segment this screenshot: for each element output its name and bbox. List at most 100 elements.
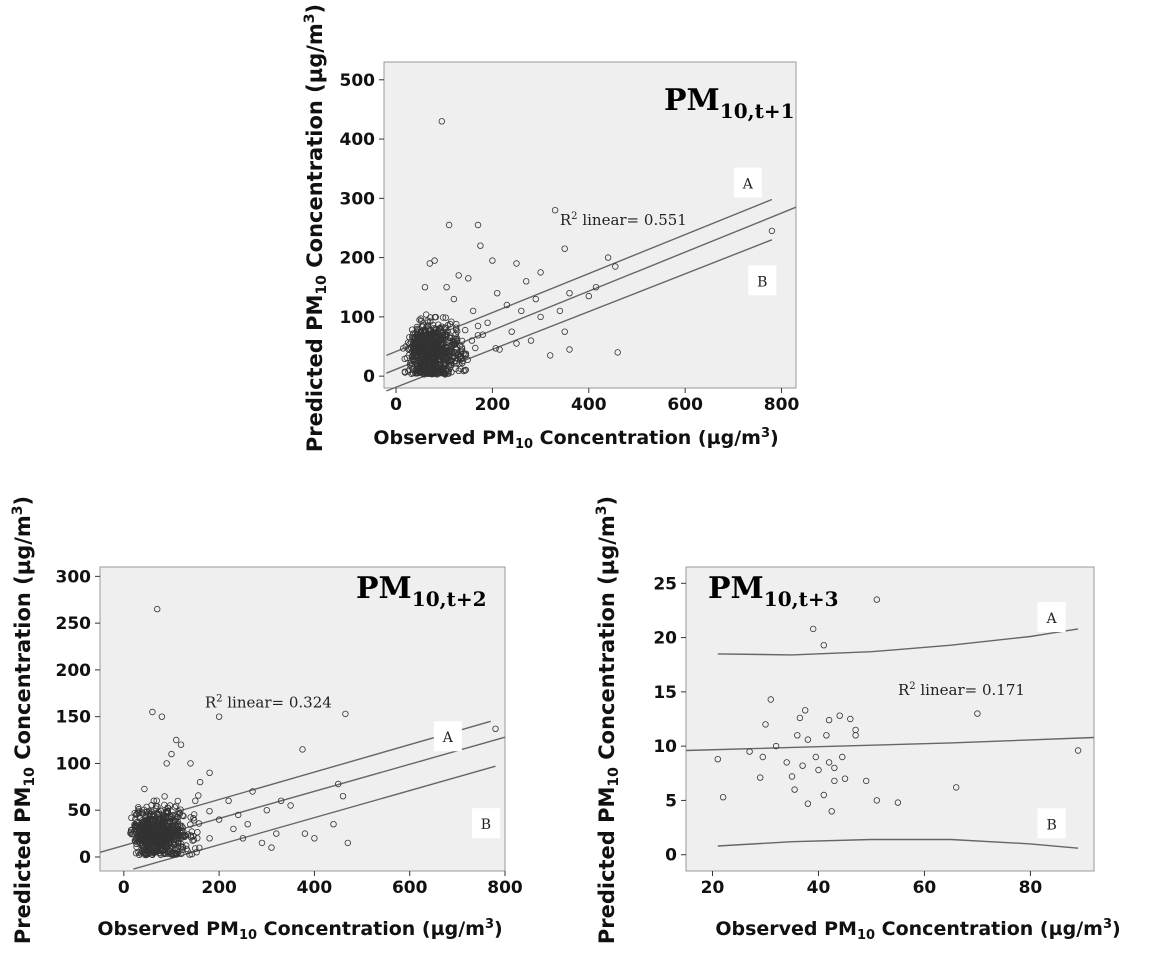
data-point (585, 292, 592, 300)
fit-line (386, 239, 773, 392)
data-point (799, 762, 806, 769)
data-point (258, 839, 266, 847)
region-label-box (1037, 808, 1066, 839)
r2-label-3: R2 linear= 0.171 (898, 681, 1025, 699)
data-point (168, 750, 175, 758)
axis-ticks-1: 0 200 400 600 800 0 100 200 300 400 500 (340, 71, 800, 415)
data-point (195, 792, 202, 799)
data-point (441, 359, 449, 366)
data-point (494, 290, 501, 297)
data-point (195, 820, 203, 827)
data-point (484, 319, 491, 326)
y-tick-label: 400 (340, 130, 376, 150)
data-point (825, 716, 833, 724)
data-point (244, 821, 251, 828)
x-axis-label-1: Observed PM10 Concentration (µg/m3) (373, 426, 778, 452)
data-point (425, 358, 432, 365)
region-label: B (1046, 817, 1056, 833)
scatter-points-2 (127, 605, 499, 859)
data-point (442, 314, 449, 321)
data-point (148, 801, 155, 809)
y-tick-label: 300 (340, 189, 376, 209)
data-point (299, 746, 306, 753)
data-point (823, 732, 830, 739)
data-point (161, 793, 168, 800)
data-point (437, 353, 444, 360)
data-point (547, 352, 554, 359)
data-point (190, 815, 197, 822)
region-label: B (757, 274, 767, 290)
data-point (131, 810, 138, 817)
y-tick-label: 200 (56, 661, 92, 681)
region-label: B (481, 817, 491, 833)
data-point (142, 833, 149, 841)
y-tick-label: 150 (56, 708, 92, 728)
data-point (974, 710, 981, 717)
panel-title-1: PM10,t+1 (664, 83, 795, 123)
data-point (330, 821, 337, 828)
data-point (457, 365, 464, 373)
data-point (453, 320, 460, 328)
fit-line (717, 838, 1079, 849)
data-point (612, 263, 619, 270)
data-point (172, 736, 180, 744)
region-label: A (742, 177, 754, 193)
data-point (192, 797, 199, 804)
y-tick-label: 100 (340, 308, 376, 328)
data-point (179, 843, 186, 850)
data-point (170, 836, 177, 843)
data-point (166, 802, 174, 809)
region-labels-2: AB (433, 721, 500, 839)
data-point (462, 326, 469, 334)
data-point (149, 822, 156, 829)
data-point (788, 773, 796, 780)
data-point (441, 371, 449, 378)
data-point (174, 822, 181, 830)
data-point (438, 345, 446, 352)
r2-label-2: R2 linear= 0.324 (205, 693, 332, 711)
data-point (174, 818, 181, 825)
y-tick-label: 250 (56, 614, 92, 634)
x-tick-label: 600 (392, 878, 428, 898)
data-point (277, 797, 285, 804)
data-point (455, 367, 462, 374)
data-point (234, 811, 242, 819)
data-point (342, 710, 349, 718)
data-point (417, 315, 424, 322)
data-point (410, 335, 417, 342)
data-point (592, 284, 600, 291)
data-point (249, 788, 256, 795)
data-point (188, 851, 195, 858)
x-tick-label: 20 (701, 878, 725, 898)
data-point (158, 822, 166, 829)
data-point (714, 756, 721, 763)
data-point (436, 369, 443, 376)
data-point (167, 850, 174, 857)
data-point (177, 806, 184, 813)
data-point (301, 830, 309, 837)
data-point (147, 836, 155, 843)
data-point (133, 843, 140, 851)
data-point (187, 821, 194, 828)
y-axis-label-2: Predicted PM10 Concentration (µg/m3) (10, 496, 38, 944)
data-point (442, 324, 449, 331)
data-point (413, 336, 420, 343)
data-point (134, 818, 141, 825)
data-point (426, 260, 433, 267)
data-point (170, 826, 178, 833)
y-tick-label: 10 (653, 737, 677, 757)
fit-lines-3 (685, 628, 1095, 849)
data-point (556, 307, 564, 315)
data-point (146, 839, 153, 847)
data-point (447, 357, 455, 365)
data-point (142, 813, 149, 820)
data-point (810, 625, 817, 633)
data-point (496, 346, 503, 353)
data-point (746, 748, 753, 755)
data-point (513, 340, 520, 347)
data-point (464, 356, 471, 363)
data-point (439, 334, 447, 342)
data-point (162, 830, 170, 837)
data-point (477, 242, 484, 249)
data-point (479, 331, 486, 338)
